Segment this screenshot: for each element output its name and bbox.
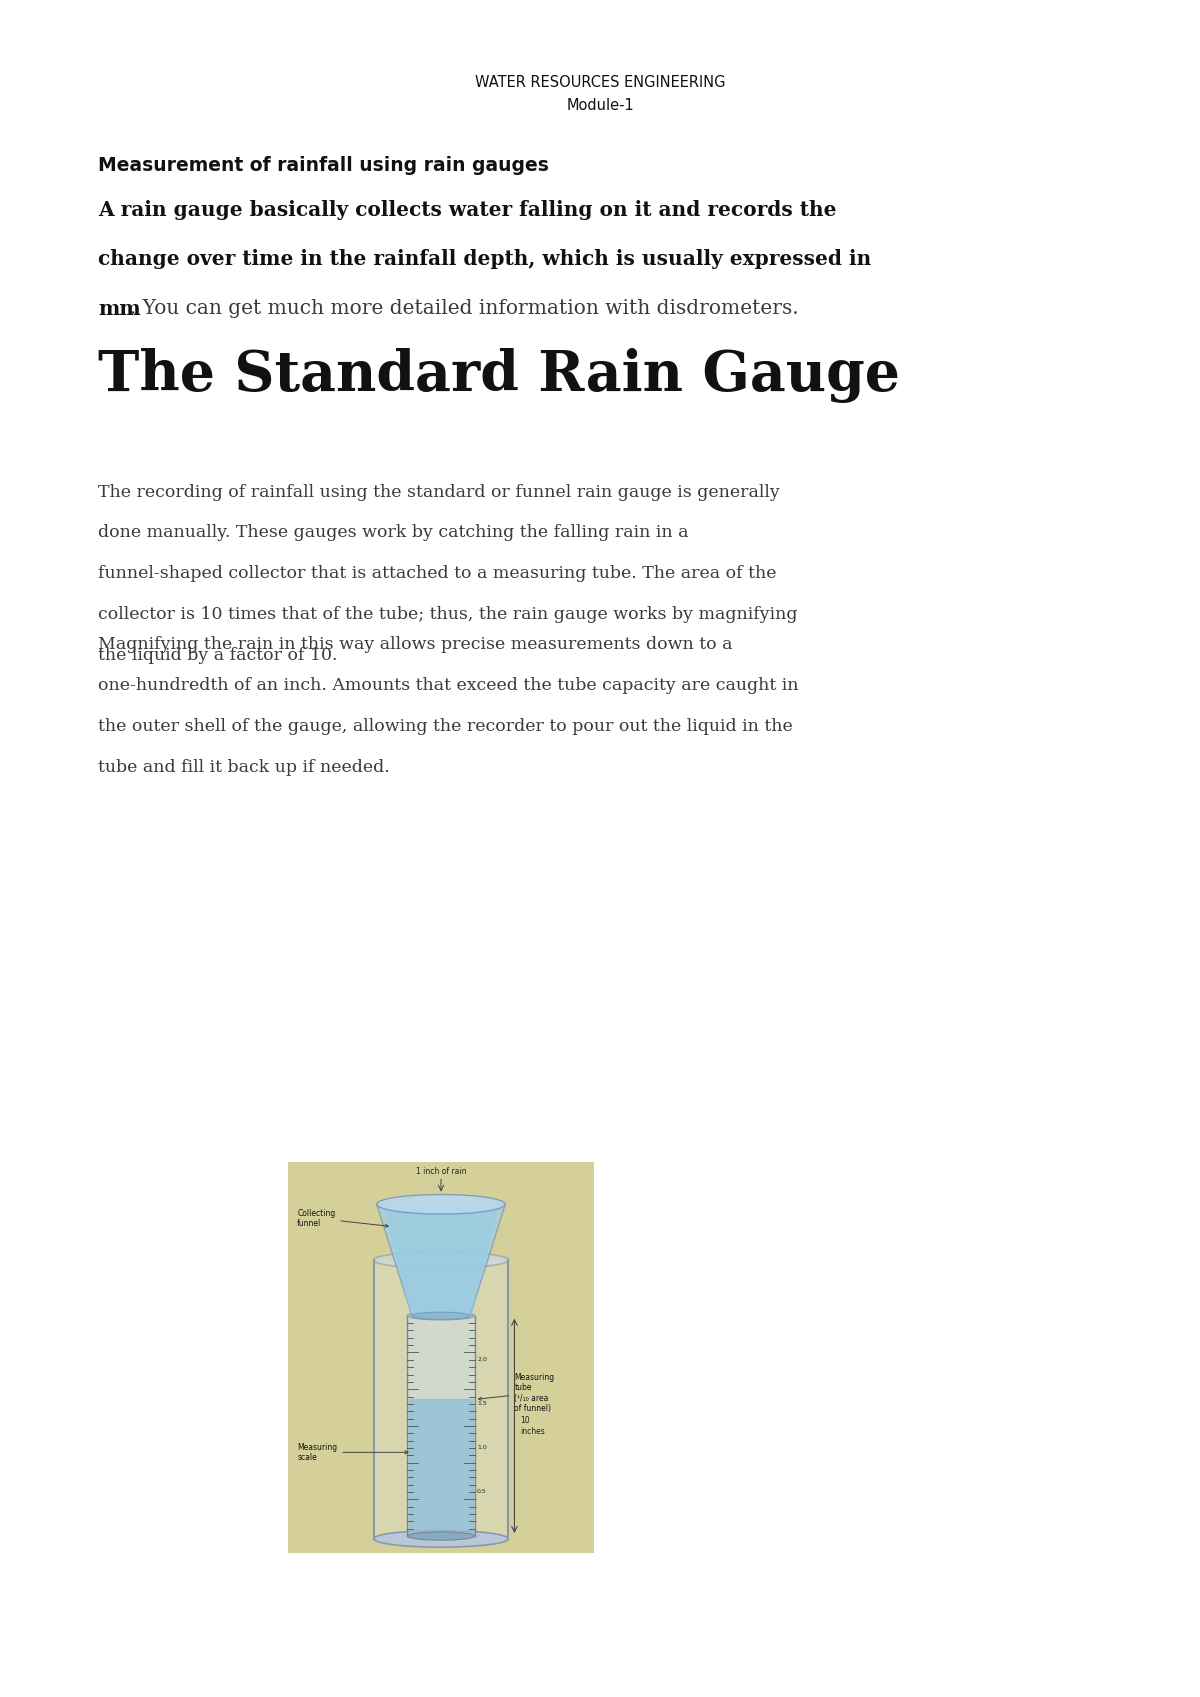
Text: change over time in the rainfall depth, which is usually expressed in: change over time in the rainfall depth, … <box>98 249 871 270</box>
Text: 2.0: 2.0 <box>478 1358 487 1363</box>
Ellipse shape <box>407 1312 475 1320</box>
Polygon shape <box>377 1205 505 1315</box>
Ellipse shape <box>377 1195 505 1213</box>
Text: 1.5: 1.5 <box>478 1402 487 1407</box>
Text: mm: mm <box>98 299 142 319</box>
Ellipse shape <box>373 1252 509 1268</box>
Text: Measuring
tube
(¹/₁₀ area
of funnel): Measuring tube (¹/₁₀ area of funnel) <box>479 1373 554 1414</box>
Bar <box>407 1315 475 1536</box>
Text: Magnifying the rain in this way allows precise measurements down to a: Magnifying the rain in this way allows p… <box>98 636 733 653</box>
Text: funnel-shaped collector that is attached to a measuring tube. The area of the: funnel-shaped collector that is attached… <box>98 565 776 582</box>
Text: WATER RESOURCES ENGINEERING: WATER RESOURCES ENGINEERING <box>475 75 725 90</box>
Text: Collecting
funnel: Collecting funnel <box>298 1208 389 1229</box>
Text: 10
inches: 10 inches <box>521 1417 545 1436</box>
Text: done manually. These gauges work by catching the falling rain in a: done manually. These gauges work by catc… <box>98 524 689 541</box>
Text: the outer shell of the gauge, allowing the recorder to pour out the liquid in th: the outer shell of the gauge, allowing t… <box>98 718 793 735</box>
Text: Measurement of rainfall using rain gauges: Measurement of rainfall using rain gauge… <box>98 156 550 175</box>
Text: 1.0: 1.0 <box>478 1446 487 1451</box>
Text: The Standard Rain Gauge: The Standard Rain Gauge <box>98 348 900 402</box>
Text: 1 inch of rain: 1 inch of rain <box>415 1168 467 1176</box>
Text: the liquid by a factor of 10.: the liquid by a factor of 10. <box>98 647 338 664</box>
Bar <box>373 1259 509 1539</box>
Text: collector is 10 times that of the tube; thus, the rain gauge works by magnifying: collector is 10 times that of the tube; … <box>98 606 798 623</box>
Text: Module-1: Module-1 <box>566 98 634 114</box>
Text: one-hundredth of an inch. Amounts that exceed the tube capacity are caught in: one-hundredth of an inch. Amounts that e… <box>98 677 799 694</box>
Text: 0.5: 0.5 <box>478 1490 487 1495</box>
Ellipse shape <box>373 1531 509 1548</box>
Text: The recording of rainfall using the standard or funnel rain gauge is generally: The recording of rainfall using the stan… <box>98 484 780 501</box>
Ellipse shape <box>412 1312 470 1319</box>
Text: . You can get much more detailed information with disdrometers.: . You can get much more detailed informa… <box>130 299 798 317</box>
Text: A rain gauge basically collects water falling on it and records the: A rain gauge basically collects water fa… <box>98 200 836 221</box>
Ellipse shape <box>407 1532 475 1541</box>
Polygon shape <box>383 1205 499 1315</box>
Text: Measuring
scale: Measuring scale <box>298 1442 408 1463</box>
Text: tube and fill it back up if needed.: tube and fill it back up if needed. <box>98 759 390 776</box>
